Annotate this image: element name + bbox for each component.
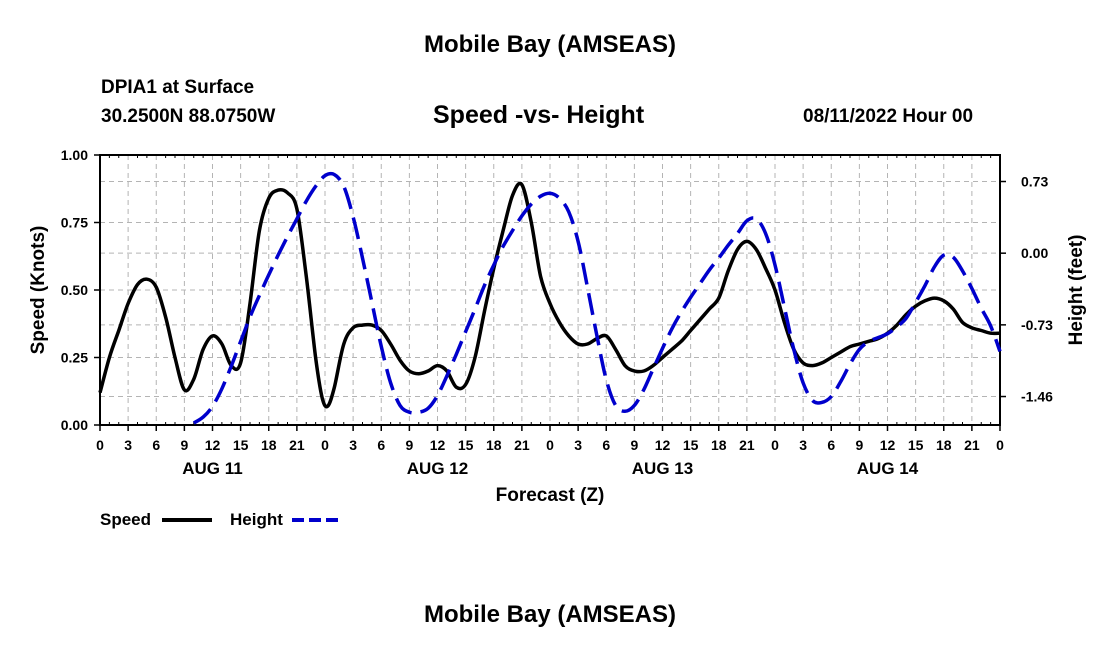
- x-tick-label: 6: [602, 437, 610, 453]
- y-axis-title: Speed (Knots): [28, 226, 49, 355]
- x-tick-label: 12: [205, 437, 221, 453]
- y-tick-label: 0.50: [61, 282, 88, 298]
- axis-ticks: 0 3 6 9 12 15 18 21 0 3 6 9 12 15 18 21 0 3 6 9 12 15 18 21 0 3 6 9…: [61, 147, 1053, 478]
- x-tick-label: 6: [152, 437, 160, 453]
- y-tick-label: 0.25: [61, 350, 88, 366]
- x-tick-label: 0: [96, 437, 104, 453]
- day-label: AUG 14: [857, 459, 919, 478]
- x-tick-label: 3: [349, 437, 357, 453]
- y-tick-label: 0.75: [61, 215, 88, 231]
- x-tick-label: 15: [908, 437, 924, 453]
- x-tick-label: 9: [855, 437, 863, 453]
- x-tick-label: 18: [936, 437, 952, 453]
- x-tick-label: 15: [233, 437, 249, 453]
- x-tick-label: 0: [546, 437, 554, 453]
- x-tick-label: 15: [683, 437, 699, 453]
- x-tick-label: 3: [124, 437, 132, 453]
- x-axis-title: Forecast (Z): [496, 485, 605, 506]
- x-tick-label: 12: [430, 437, 446, 453]
- y2-tick-label: 0.00: [1021, 245, 1048, 261]
- series-line-height: [192, 171, 1002, 425]
- grid-lines: [100, 155, 1000, 425]
- x-tick-label: 3: [574, 437, 582, 453]
- x-tick-label: 15: [458, 437, 474, 453]
- day-label: AUG 12: [407, 459, 468, 478]
- y2-tick-label: 0.73: [1021, 174, 1048, 190]
- x-tick-label: 6: [827, 437, 835, 453]
- x-tick-label: 0: [321, 437, 329, 453]
- x-tick-label: 9: [180, 437, 188, 453]
- x-tick-label: 3: [799, 437, 807, 453]
- x-tick-label: 21: [289, 437, 305, 453]
- y-tick-label: 1.00: [61, 147, 88, 163]
- series-line-speed: [98, 181, 1001, 409]
- y2-tick-label: -1.46: [1021, 389, 1053, 405]
- y-tick-label: 0.00: [61, 417, 88, 433]
- legend: Speed Height: [100, 510, 342, 529]
- x-tick-label: 18: [486, 437, 502, 453]
- x-tick-label: 12: [880, 437, 896, 453]
- chart-subtitle: Speed -vs- Height: [433, 101, 645, 129]
- x-tick-label: 0: [771, 437, 779, 453]
- x-tick-label: 6: [377, 437, 385, 453]
- x-tick-label: 0: [996, 437, 1004, 453]
- footer-title: Mobile Bay (AMSEAS): [423, 601, 677, 628]
- station-label: DPIA1 at Surface: [101, 77, 255, 98]
- day-label: AUG 11: [182, 459, 242, 478]
- series-lines: [98, 171, 1002, 425]
- x-tick-label: 18: [261, 437, 277, 453]
- x-tick-label: 9: [630, 437, 638, 453]
- main-title: Mobile Bay (AMSEAS): [423, 31, 677, 58]
- forecast-datetime: 08/11/2022 Hour 00: [803, 106, 974, 127]
- x-tick-label: 21: [964, 437, 980, 453]
- x-tick-label: 21: [514, 437, 530, 453]
- coordinates-label: 30.2500N 88.0750W: [101, 106, 276, 127]
- y2-axis-title: Height (feet): [1066, 235, 1087, 346]
- legend-speed-label: Speed: [100, 510, 151, 529]
- day-label: AUG 13: [632, 459, 693, 478]
- x-tick-label: 9: [405, 437, 413, 453]
- y2-tick-label: -0.73: [1021, 317, 1053, 333]
- x-tick-label: 18: [711, 437, 727, 453]
- legend-height-label: Height: [230, 510, 283, 529]
- x-tick-label: 12: [655, 437, 671, 453]
- x-tick-label: 21: [739, 437, 755, 453]
